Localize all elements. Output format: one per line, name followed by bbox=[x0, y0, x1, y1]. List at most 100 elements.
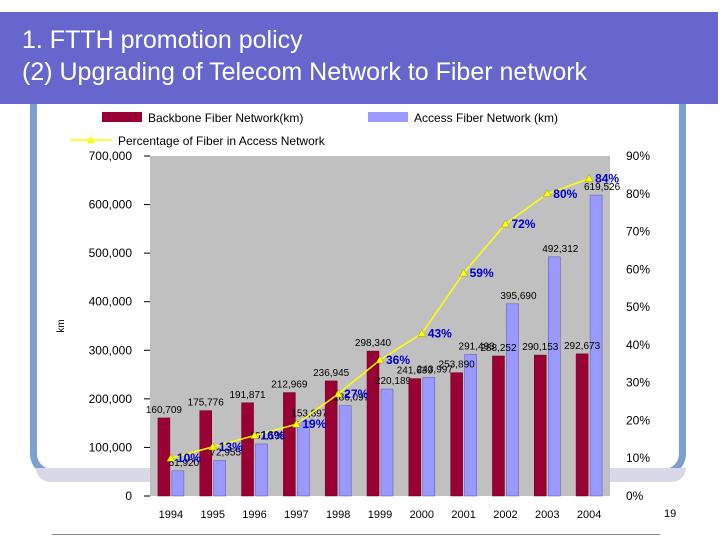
bar-backbone bbox=[408, 378, 422, 497]
bar-access bbox=[548, 256, 561, 497]
access-value-label: 492,312 bbox=[542, 244, 579, 255]
x-tick-label: 2003 bbox=[535, 509, 559, 521]
y-tick-label: 100,000 bbox=[89, 440, 133, 454]
backbone-value-label: 212,969 bbox=[271, 380, 308, 391]
access-value-label: 220,189 bbox=[375, 376, 412, 387]
legend-swatch-backbone bbox=[102, 112, 142, 122]
x-tick-label: 2002 bbox=[493, 509, 517, 521]
y2-tick-label: 30% bbox=[626, 376, 650, 390]
backbone-value-label: 191,871 bbox=[229, 390, 266, 401]
percentage-marker bbox=[166, 453, 176, 462]
percentage-marker bbox=[501, 219, 510, 228]
bar-backbone bbox=[283, 392, 296, 497]
y2-tick-label: 80% bbox=[626, 187, 650, 201]
bar-access bbox=[297, 421, 310, 497]
bar-access bbox=[255, 443, 268, 497]
x-tick-label: 2004 bbox=[577, 509, 601, 521]
access-value-label: 291,493 bbox=[459, 341, 496, 352]
x-tick-label: 1995 bbox=[200, 509, 224, 521]
bar-access bbox=[338, 405, 352, 497]
percentage-marker bbox=[542, 189, 552, 198]
y-tick-label: 600,000 bbox=[89, 198, 133, 212]
slide-title-line-1: 1. FTTH promotion policy bbox=[22, 26, 303, 54]
percentage-marker bbox=[375, 355, 385, 364]
legend-label-access: Access Fiber Network (km) bbox=[414, 111, 558, 125]
percentage-label: 43% bbox=[428, 327, 452, 341]
percentage-label: 16% bbox=[261, 429, 285, 443]
percentage-marker bbox=[333, 389, 343, 398]
bar-access bbox=[464, 354, 477, 497]
bar-backbone bbox=[492, 355, 505, 497]
backbone-value-label: 175,776 bbox=[188, 398, 225, 409]
bar-backbone bbox=[534, 354, 547, 497]
percentage-marker bbox=[417, 329, 427, 337]
backbone-value-label: 160,709 bbox=[146, 405, 183, 416]
x-tick-label: 1999 bbox=[368, 509, 392, 521]
x-tick-label: 1998 bbox=[326, 509, 350, 521]
bar-backbone bbox=[575, 353, 589, 497]
y-axis-label: km bbox=[56, 319, 67, 332]
backbone-value-label: 288,252 bbox=[480, 343, 517, 354]
legend-label-backbone: Backbone Fiber Network(km) bbox=[148, 111, 303, 125]
y2-tick-label: 10% bbox=[626, 451, 650, 465]
x-tick-label: 1996 bbox=[242, 509, 266, 521]
slide-title-line-2: (2) Upgrading of Telecom Network to Fibe… bbox=[22, 58, 588, 86]
y-tick-label: 500,000 bbox=[89, 246, 133, 260]
y-tick-label: 0 bbox=[125, 489, 132, 503]
percentage-marker bbox=[250, 431, 259, 439]
legend-swatch-access bbox=[368, 112, 408, 122]
bar-backbone bbox=[324, 380, 338, 497]
x-tick-label: 2001 bbox=[451, 509, 475, 521]
percentage-label: 59% bbox=[470, 266, 494, 280]
bar-access bbox=[589, 194, 603, 497]
percentage-label: 19% bbox=[302, 417, 326, 431]
backbone-value-label: 290,153 bbox=[522, 342, 559, 353]
fiber-network-chart: 0 100,000 200,000 300,000 400,000 500,000 600,… bbox=[56, 111, 650, 521]
legend-label-percentage: Percentage of Fiber in Access Network bbox=[118, 134, 326, 148]
y2-tick-label: 0% bbox=[626, 489, 644, 503]
bar-access bbox=[422, 377, 436, 497]
access-value-label: 186,097 bbox=[333, 393, 370, 404]
percentage-label: 10% bbox=[177, 451, 201, 465]
backbone-value-label: 241,639 bbox=[397, 366, 434, 377]
y2-tick-label: 70% bbox=[626, 225, 650, 239]
bar-access bbox=[171, 470, 185, 497]
percentage-marker bbox=[291, 419, 301, 428]
bar-access bbox=[506, 303, 519, 497]
percentage-marker bbox=[584, 174, 594, 182]
bar-backbone bbox=[199, 410, 212, 497]
access-value-label: 395,690 bbox=[500, 291, 537, 302]
y-tick-label: 700,000 bbox=[89, 149, 133, 163]
percentage-label: 36% bbox=[386, 353, 410, 367]
legend-marker-percentage bbox=[87, 136, 95, 143]
y2-tick-label: 90% bbox=[626, 149, 650, 163]
y-tick-label: 300,000 bbox=[89, 343, 133, 357]
access-value-label: 107,139 bbox=[249, 431, 286, 442]
bar-access bbox=[213, 460, 226, 497]
bar-backbone bbox=[241, 402, 254, 497]
bar-backbone bbox=[366, 350, 380, 497]
access-value-label: 72,955 bbox=[210, 448, 241, 459]
y2-tick-label: 40% bbox=[626, 338, 650, 352]
percentage-label: 80% bbox=[553, 187, 577, 201]
percentage-label: 13% bbox=[219, 440, 243, 454]
bar-access bbox=[380, 388, 394, 497]
y-tick-label: 400,000 bbox=[89, 295, 133, 309]
access-value-label: 243,997 bbox=[417, 364, 454, 375]
x-tick-label: 1997 bbox=[284, 509, 308, 521]
bar-backbone bbox=[450, 372, 463, 497]
percentage-label: 84% bbox=[595, 172, 619, 186]
access-value-label: 51,920 bbox=[169, 458, 200, 469]
percentage-label: 27% bbox=[344, 387, 368, 401]
plot-area bbox=[150, 156, 610, 496]
y-tick-label: 200,000 bbox=[89, 392, 133, 406]
percentage-marker bbox=[208, 442, 218, 451]
y2-tick-label: 60% bbox=[626, 262, 650, 276]
footer-line bbox=[52, 534, 660, 535]
percentage-label: 72% bbox=[511, 217, 535, 231]
percentage-marker bbox=[459, 268, 469, 277]
backbone-value-label: 292,673 bbox=[564, 341, 601, 352]
page-number: 19 bbox=[664, 508, 677, 520]
backbone-value-label: 298,340 bbox=[355, 338, 392, 349]
title-bar: 1. FTTH promotion policy (2) Upgrading o… bbox=[0, 12, 718, 104]
